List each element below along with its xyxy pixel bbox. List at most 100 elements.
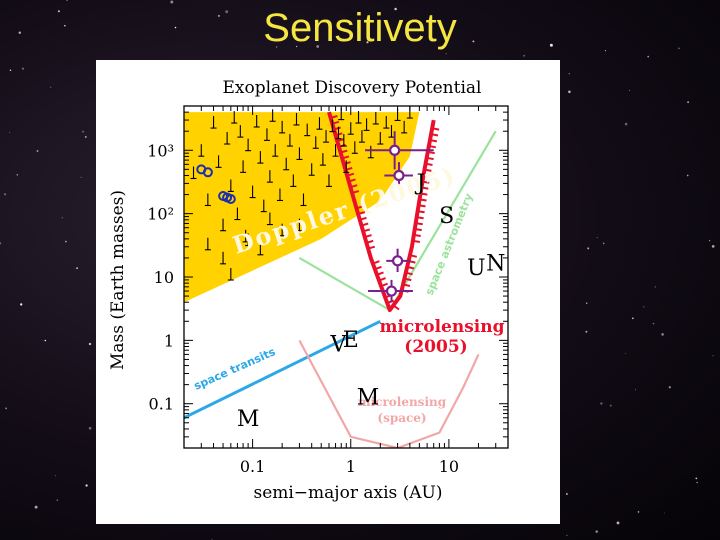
microlensing-tick [432, 127, 440, 131]
microlensing-tick [359, 216, 367, 221]
doppler-upper-limit [266, 212, 273, 226]
star [696, 481, 698, 484]
microlensing-tick [376, 271, 384, 276]
y-axis-label: Mass (Earth masses) [108, 190, 128, 370]
doppler-upper-limit [257, 242, 264, 256]
doppler-upper-limit [293, 112, 300, 126]
star [596, 237, 598, 239]
star [44, 339, 47, 342]
star [600, 402, 603, 405]
y-tick-label: 10 [154, 268, 174, 287]
doppler-upper-limit [204, 193, 211, 207]
doppler-upper-limit [377, 132, 384, 145]
doppler-upper-limit [190, 166, 197, 180]
doppler-upper-limit [240, 160, 247, 173]
doppler-upper-limit [204, 237, 211, 251]
doppler-upper-limit [296, 147, 303, 160]
doppler-upper-limit [249, 185, 256, 199]
star [624, 122, 628, 126]
star [296, 45, 298, 48]
slide-title: Sensitivety [263, 6, 457, 50]
star [65, 240, 67, 243]
star [654, 286, 656, 288]
y-tick-label: 0.1 [149, 395, 174, 414]
figure-panel: Exoplanet Discovery Potential Mass (Eart… [96, 60, 560, 524]
microlensing-tick [356, 205, 364, 210]
microlensing-tick [413, 233, 421, 237]
star [76, 267, 78, 269]
solar-planet-label: M [357, 386, 380, 411]
star [3, 193, 7, 196]
microlensing-tick [343, 161, 351, 166]
microlensing-tick [336, 138, 345, 142]
microlensing-tick [366, 239, 374, 244]
doppler-upper-limit [224, 132, 231, 145]
x-tick-label: 10 [439, 457, 459, 476]
curves-layer [184, 111, 497, 448]
microlensing-tick [419, 198, 427, 202]
doppler-upper-limit [363, 118, 370, 131]
solar-planet-label: J [415, 171, 426, 196]
star [711, 245, 715, 248]
microlensing-detection-point [391, 255, 404, 267]
chart-title: Exoplanet Discovery Potential [223, 78, 482, 98]
doppler-upper-limit [260, 199, 267, 213]
x-tick-label: 1 [346, 457, 356, 476]
doppler-upper-limit [308, 163, 315, 176]
microlensing-tick [348, 178, 356, 183]
microlensing-tick [402, 283, 411, 287]
star [9, 131, 11, 134]
star [18, 31, 22, 34]
star [316, 45, 320, 48]
solar-planet-label: N [486, 251, 505, 276]
doppler-upper-limit [343, 160, 350, 173]
microlensing-tick [330, 115, 338, 119]
solar-planet-label: U [467, 256, 486, 281]
star [57, 10, 60, 13]
microlensing-tick [341, 155, 350, 160]
star [50, 86, 52, 88]
microlensing-tick [425, 162, 433, 166]
star [652, 322, 655, 325]
star [695, 477, 698, 480]
microlensing-detection [368, 279, 413, 303]
microlensing-tick [404, 277, 412, 282]
star [663, 512, 665, 514]
microlensing-tick [422, 180, 430, 184]
star [643, 306, 645, 308]
microlensing-tick [412, 239, 420, 243]
microlensing-detection [386, 248, 410, 272]
doppler-upper-limit [383, 116, 390, 129]
x-tick-label: 0.1 [240, 457, 265, 476]
star [9, 69, 12, 71]
star [568, 90, 571, 94]
doppler-upper-limit [323, 130, 330, 143]
star [712, 355, 714, 357]
doppler-upper-limit [227, 179, 234, 192]
star [587, 247, 590, 250]
star [568, 73, 570, 75]
star [549, 43, 553, 47]
star [217, 14, 220, 17]
microlensing-tick [421, 186, 429, 190]
microlensing-tick [426, 156, 434, 161]
doppler-upper-limit [231, 111, 238, 124]
microlensing-label-year: (2005) [404, 337, 467, 357]
doppler-upper-limit [220, 218, 227, 232]
star [55, 475, 57, 477]
star [629, 89, 630, 91]
solar-planet-label: E [343, 328, 359, 353]
doppler-upper-limit [340, 134, 347, 147]
doppler-upper-limit [351, 141, 358, 154]
star [678, 47, 680, 50]
doppler-upper-limit [388, 125, 395, 138]
star [472, 40, 475, 43]
microlensing-tick [406, 265, 415, 270]
doppler-upper-limit [316, 117, 323, 130]
star [61, 217, 63, 219]
doppler-upper-limit [245, 138, 252, 152]
star [88, 426, 92, 430]
star [565, 493, 568, 495]
star [34, 505, 38, 509]
